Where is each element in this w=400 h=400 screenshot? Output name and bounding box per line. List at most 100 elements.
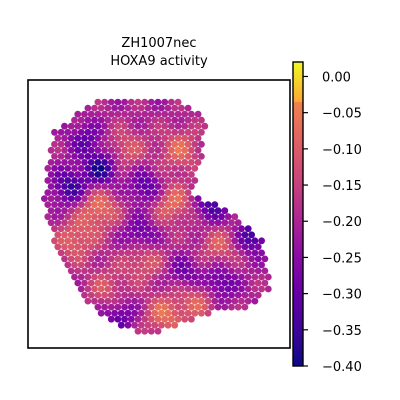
spot-point xyxy=(77,225,85,233)
spot-point xyxy=(74,279,82,287)
spot-point xyxy=(94,110,102,118)
spot-point xyxy=(124,116,132,124)
spot-point xyxy=(137,116,145,124)
spot-point xyxy=(224,237,232,245)
spot-point xyxy=(121,207,128,215)
spot-point xyxy=(61,255,68,263)
spot-point xyxy=(224,297,232,305)
spot-point xyxy=(44,189,52,197)
spot-point xyxy=(77,128,85,136)
spot-point xyxy=(71,225,78,233)
spot-point xyxy=(101,134,108,142)
spot-point xyxy=(77,177,85,184)
spot-point xyxy=(174,195,182,203)
spot-point xyxy=(168,243,175,251)
spot-point xyxy=(47,171,55,178)
spot-point xyxy=(181,195,189,203)
spot-point xyxy=(211,201,219,209)
spot-point xyxy=(124,285,132,293)
spot-point xyxy=(228,291,235,299)
spot-point xyxy=(124,201,132,209)
spot-point xyxy=(141,98,149,106)
spot-point xyxy=(144,261,152,269)
colorbar: 0.00 −0.05 −0.10 −0.15 −0.20 −0.25 −0.30 −0.35 −… xyxy=(292,61,362,375)
spot-point xyxy=(201,231,209,239)
spot-point xyxy=(54,195,62,203)
spot-point xyxy=(67,183,75,190)
spot-point xyxy=(168,315,175,323)
spot-point xyxy=(104,104,112,112)
spot-point xyxy=(117,261,125,269)
spot-point xyxy=(248,291,256,299)
spot-point xyxy=(158,128,165,136)
spot-point xyxy=(191,177,199,184)
spot-point xyxy=(64,249,72,257)
spot-point xyxy=(141,267,149,275)
spot-point xyxy=(124,165,132,172)
spot-point xyxy=(101,291,108,299)
spot-point xyxy=(174,171,182,178)
spot-point xyxy=(141,146,149,154)
spot-point xyxy=(97,297,105,305)
colorbar-tick-label: 0.00 xyxy=(322,70,351,85)
spot-point xyxy=(94,183,102,190)
spot-point xyxy=(171,321,179,329)
spot-point xyxy=(74,183,82,190)
spot-point xyxy=(114,267,122,275)
spot-point xyxy=(107,98,115,106)
spot-point xyxy=(181,122,189,130)
spot-point xyxy=(184,128,192,136)
spot-point xyxy=(91,285,98,293)
spot-point xyxy=(127,159,135,166)
spot-point xyxy=(87,134,95,142)
spot-point xyxy=(127,267,135,275)
spot-point xyxy=(158,285,165,293)
spot-point xyxy=(121,195,128,203)
spot-point xyxy=(181,146,189,154)
spot-point xyxy=(81,231,88,239)
spot-point xyxy=(51,189,58,197)
spot-point xyxy=(184,140,192,148)
spot-point xyxy=(191,165,199,172)
spot-point xyxy=(204,273,212,281)
spot-point xyxy=(171,104,179,112)
spot-point xyxy=(97,201,105,209)
spot-point xyxy=(164,128,172,136)
spot-point xyxy=(221,291,229,299)
spot-point xyxy=(54,243,62,251)
spot-point xyxy=(161,122,169,130)
spot-point xyxy=(131,116,139,124)
spot-point xyxy=(178,165,185,172)
spot-point xyxy=(214,303,222,311)
spot-point xyxy=(221,219,229,227)
spot-point xyxy=(77,237,85,245)
spot-point xyxy=(164,104,172,112)
spot-point xyxy=(158,321,165,329)
spot-point xyxy=(61,171,68,178)
spot-point xyxy=(94,146,102,154)
spot-point xyxy=(57,213,65,221)
spot-point xyxy=(244,273,252,281)
colorbar-ticks: 0.00 −0.05 −0.10 −0.15 −0.20 −0.25 −0.30 −0.35 −… xyxy=(303,70,362,375)
spot-point xyxy=(101,146,108,154)
spot-point xyxy=(84,128,92,136)
spot-point xyxy=(54,159,62,166)
spot-point xyxy=(198,261,205,269)
spot-point xyxy=(178,273,185,281)
spot-point xyxy=(51,237,58,245)
spot-point xyxy=(248,267,256,275)
spot-point xyxy=(154,267,162,275)
spot-point xyxy=(181,183,189,190)
spot-point xyxy=(111,128,118,136)
spot-point xyxy=(154,291,162,299)
spot-point xyxy=(141,303,149,311)
spot-point xyxy=(94,134,102,142)
spot-point xyxy=(238,273,245,281)
spot-point xyxy=(117,189,125,197)
spot-point xyxy=(57,140,65,148)
spot-point xyxy=(114,279,122,287)
spot-point xyxy=(131,273,139,281)
spot-point xyxy=(178,285,185,293)
spot-point xyxy=(164,153,172,160)
colorbar-tick-label: −0.15 xyxy=(322,179,362,194)
